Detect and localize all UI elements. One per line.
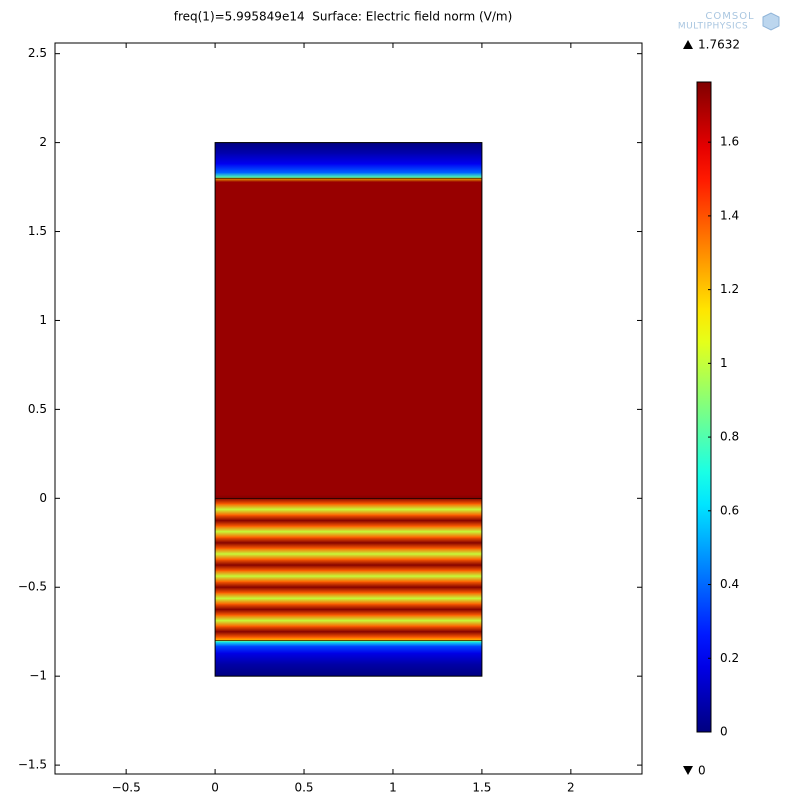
field-band [215,494,482,499]
x-tick-label: 0 [211,781,219,795]
plot-frame [54,42,643,775]
colorbar-tick-label: 0.8 [720,430,739,444]
field-band [215,581,482,588]
colorbar-tick-label: 1.6 [720,135,739,149]
max-label: 1.7632 [698,38,740,52]
y-tick-label: 2.5 [28,46,47,60]
min-marker [683,766,693,775]
colorbar-tick-label: 1.4 [720,208,739,222]
field-band [215,553,482,560]
colorbar-tick-label: 0.4 [720,577,739,591]
y-tick-label: 2 [39,135,47,149]
field-band [215,586,482,594]
colorbar-tick-label: 1.2 [720,282,739,296]
field-band [215,598,482,605]
field-band [215,645,482,654]
x-tick-label: 1.5 [472,781,491,795]
x-tick-label: 1 [389,781,397,795]
field-band [215,172,482,178]
logo-line: MULTIPHYSICS [678,22,748,32]
logo-icon [762,12,780,31]
colorbar [696,81,712,733]
colorbar-tick-label: 0.2 [720,651,739,665]
field-band [215,548,482,555]
field-band [215,641,482,647]
y-tick-label: 0.5 [28,402,47,416]
field-band [215,663,482,677]
field-band [215,525,482,532]
x-tick-label: 2 [567,781,575,795]
field-band [215,520,482,527]
logo-line: COMSOL [705,11,754,22]
field-band [215,592,482,599]
colorbar-tick-label: 0.6 [720,503,739,517]
field-band [215,509,482,516]
field-band [215,531,482,538]
domain-boundary [214,142,483,677]
field-band [215,575,482,582]
field-band [215,503,482,510]
field-band [215,542,482,549]
x-tick-label: −0.5 [112,781,141,795]
y-tick-label: 1.5 [28,224,47,238]
field-band [215,181,482,496]
colorbar-tick-label: 0 [720,725,728,739]
colorbar-tick-label: 1 [720,356,728,370]
field-band [215,609,482,616]
field-band [215,163,482,174]
field-band [215,564,482,571]
y-tick-label: 0 [39,491,47,505]
x-tick-label: 0.5 [294,781,313,795]
field-band [215,631,482,638]
y-tick-label: 1 [39,313,47,327]
field-band [215,620,482,627]
plot-title: freq(1)=5.995849e14 Surface: Electric fi… [174,10,513,24]
max-marker [683,40,693,49]
field-band [215,636,482,641]
field-band [215,536,482,544]
y-tick-label: −1 [29,669,47,683]
field-band [215,625,482,633]
field-band [215,142,482,154]
field-band [215,652,482,665]
field-band [215,603,482,610]
field-band [215,498,482,505]
field-band [215,177,482,183]
field-band [215,614,482,621]
min-label: 0 [698,764,706,778]
field-band [215,514,482,521]
field-band [215,559,482,566]
field-band [215,152,482,165]
field-band [215,570,482,577]
y-tick-label: −1.5 [18,758,47,772]
field-band [215,640,482,642]
y-tick-label: −0.5 [18,580,47,594]
field-band [215,176,482,179]
